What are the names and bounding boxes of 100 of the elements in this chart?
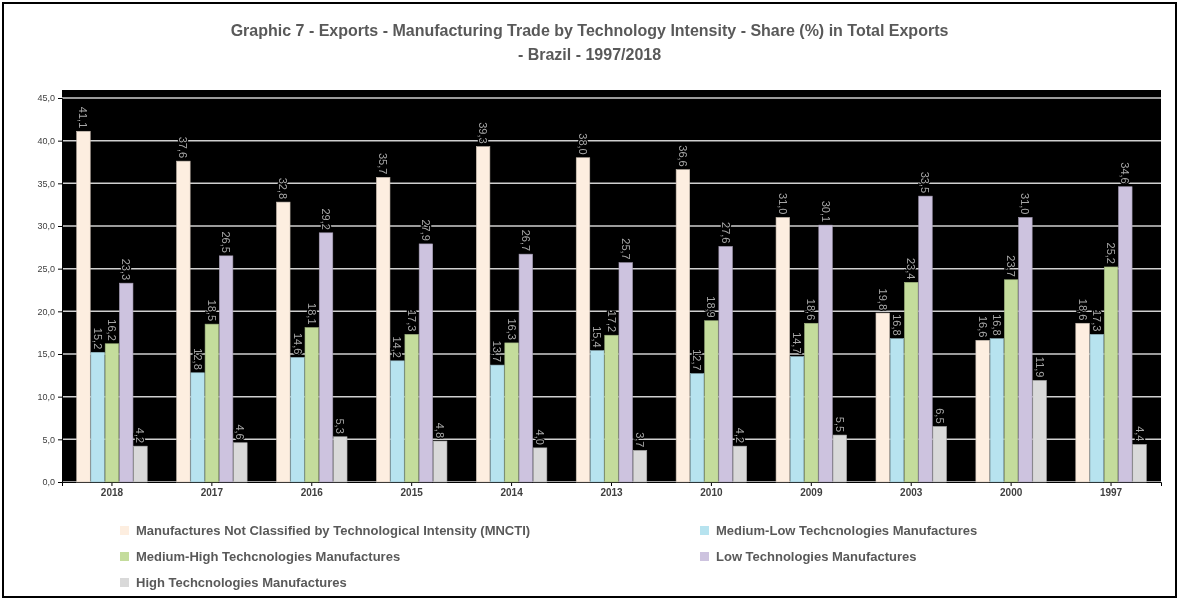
data-label: 15,2 — [91, 327, 104, 350]
bar — [318, 232, 334, 483]
data-label: 18,1 — [305, 303, 318, 325]
bar — [1103, 266, 1119, 483]
data-label: 4,0 — [534, 429, 547, 445]
data-label: 4,2 — [733, 427, 746, 444]
data-label: 19,8 — [876, 288, 889, 311]
data-label: 17,3 — [1090, 309, 1103, 332]
bar — [975, 340, 990, 483]
bar — [704, 320, 719, 483]
data-label: 27,6 — [719, 222, 732, 244]
data-label: 30,1 — [819, 200, 832, 223]
bar — [476, 146, 491, 483]
bar — [918, 195, 933, 483]
bar — [690, 373, 705, 483]
x-tick-label: 1997 — [1099, 487, 1123, 499]
data-label: 4,8 — [434, 422, 447, 439]
bar — [575, 157, 591, 483]
data-label: 31,0 — [1019, 193, 1032, 215]
bar — [219, 255, 234, 483]
bar — [190, 372, 205, 483]
bar — [675, 169, 690, 483]
data-label: 17,3 — [405, 309, 418, 332]
bar — [490, 364, 505, 483]
y-tick-label: 5,0 — [42, 434, 55, 445]
bar — [818, 224, 833, 483]
data-label: 16,8 — [890, 314, 903, 336]
data-label: 11,9 — [1033, 356, 1046, 378]
data-label: 13,7 — [491, 340, 504, 363]
x-tick-label: 2009 — [800, 487, 823, 499]
x-tick-label: 2000 — [1000, 487, 1023, 499]
bar — [604, 334, 619, 483]
bar — [390, 360, 405, 483]
y-tick-label: 45,0 — [37, 93, 55, 104]
bar — [119, 282, 134, 483]
data-label: 25,2 — [1105, 242, 1118, 264]
data-label: 29,2 — [320, 208, 333, 230]
y-tick-label: 0,0 — [42, 477, 55, 488]
data-label: 6,5 — [933, 408, 946, 424]
data-label: 23,4 — [905, 257, 918, 280]
x-tick-label: 2013 — [600, 487, 624, 499]
data-label: 32,8 — [277, 177, 290, 200]
data-label: 39,3 — [477, 122, 490, 144]
data-label: 14,2 — [391, 336, 404, 358]
data-label: 18,6 — [1076, 298, 1089, 321]
y-tick-label: 10,0 — [37, 392, 55, 403]
data-label: 34,6 — [1119, 162, 1132, 184]
y-tick-label: 25,0 — [37, 264, 55, 275]
bar — [590, 350, 605, 483]
x-tick-label: 2015 — [400, 487, 424, 499]
bar — [104, 343, 120, 483]
bar — [290, 357, 305, 483]
data-label: 12,8 — [191, 348, 204, 370]
bar — [875, 312, 890, 483]
x-tick-label: 2017 — [200, 487, 224, 499]
data-label: 4,2 — [134, 427, 147, 444]
data-label: 14,6 — [291, 332, 304, 355]
data-label: 18,5 — [205, 299, 218, 322]
data-label: 33,5 — [919, 171, 932, 194]
data-label: 23,3 — [120, 258, 133, 281]
data-label: 12,7 — [691, 349, 704, 371]
y-tick-label: 35,0 — [37, 178, 55, 189]
bar — [1089, 334, 1104, 483]
bar — [989, 338, 1004, 483]
bar — [1075, 322, 1090, 483]
legend-label: Low Technologies Manufactures — [716, 549, 917, 564]
data-label: 23,7 — [1005, 255, 1018, 277]
bar — [518, 253, 533, 483]
bar — [1004, 279, 1019, 483]
data-label: 31,0 — [776, 193, 789, 215]
bar — [276, 201, 291, 483]
bar — [376, 177, 391, 483]
y-tick-label: 15,0 — [37, 349, 55, 360]
data-label: 3,7 — [633, 432, 646, 448]
bar — [418, 243, 433, 483]
data-label: 16,6 — [976, 315, 989, 338]
data-label: 5,5 — [833, 416, 846, 433]
bar — [804, 322, 819, 483]
bar — [889, 338, 905, 483]
legend-label: Medium-High Techcnologies Manufactures — [136, 549, 401, 564]
data-label: 5,3 — [334, 418, 347, 434]
y-tick-label: 30,0 — [37, 221, 55, 232]
data-label: 16,8 — [990, 314, 1003, 336]
bar — [204, 323, 219, 483]
data-label: 16,2 — [105, 319, 118, 341]
bar — [90, 351, 105, 483]
x-tick-label: 2010 — [700, 487, 723, 499]
data-label: 14,7 — [791, 332, 804, 354]
bar — [1018, 217, 1033, 483]
legend-label: High Techcnologies Manufactures — [136, 575, 347, 590]
x-tick-label: 2014 — [500, 487, 524, 499]
data-label: 41,1 — [77, 106, 90, 129]
bar — [404, 334, 419, 483]
data-label: 36,6 — [676, 145, 689, 167]
bar — [304, 327, 319, 483]
chart-title: Graphic 7 - Exports - Manufacturing Trade by Technology Intensity - Share (%) in Total Exports - Brazil - 1997/2018 — [230, 22, 949, 63]
data-label: 26,7 — [519, 229, 532, 252]
data-label: 16,3 — [505, 318, 518, 340]
bar — [790, 356, 805, 483]
data-label: 17,2 — [605, 310, 618, 333]
